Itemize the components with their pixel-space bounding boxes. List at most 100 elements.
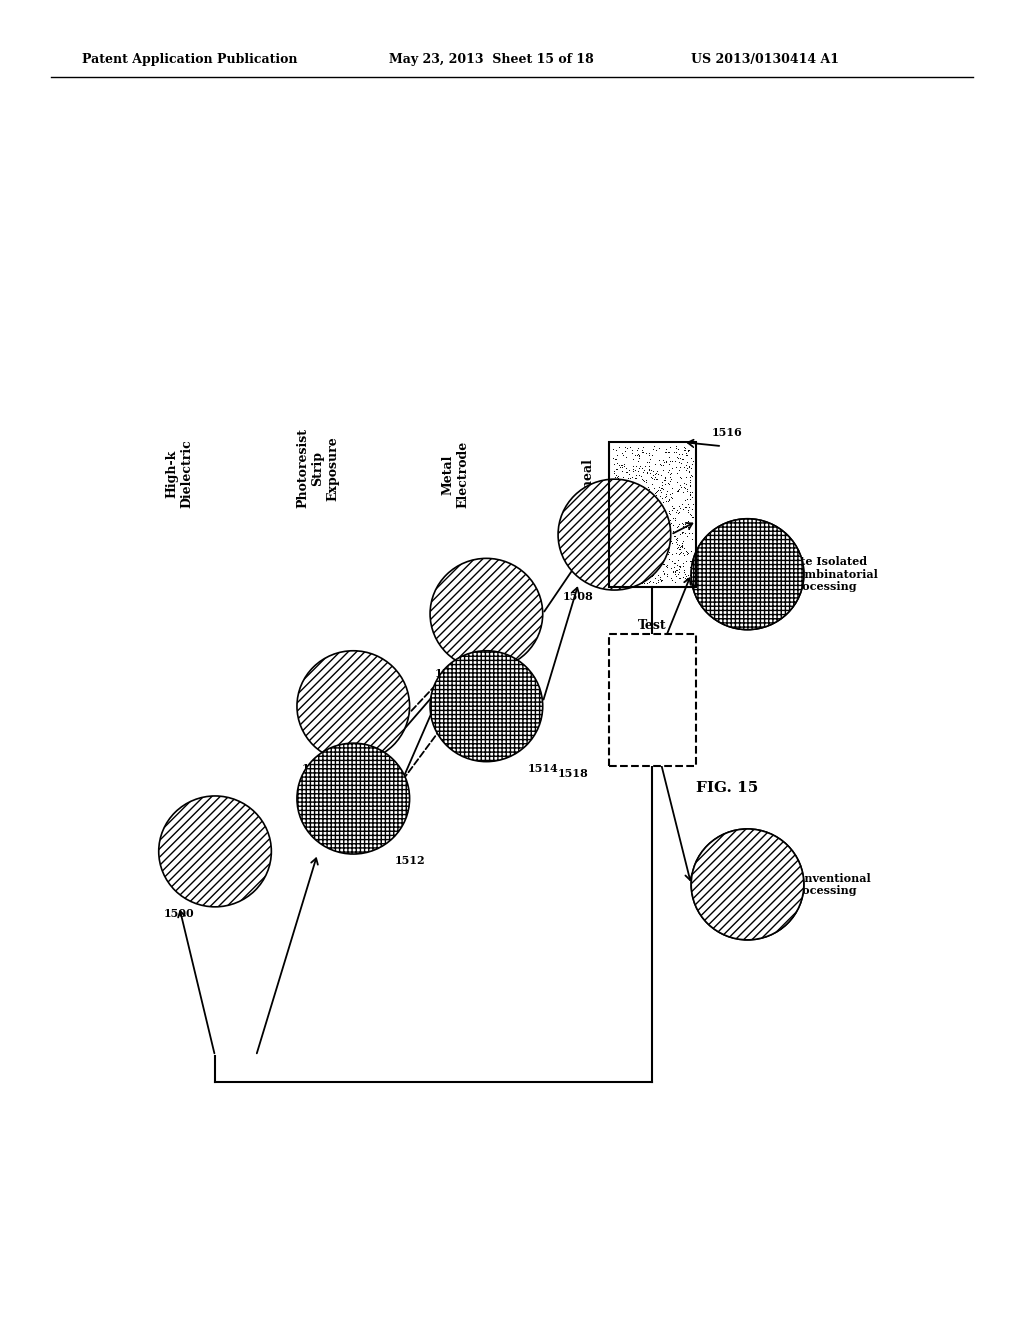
Point (673, 536, 689, 557)
Point (681, 461, 697, 482)
Ellipse shape (297, 743, 410, 854)
Point (674, 444, 690, 465)
Point (676, 537, 692, 558)
Point (636, 556, 652, 577)
Point (607, 556, 624, 577)
Point (616, 564, 633, 585)
Point (635, 491, 651, 512)
Point (670, 537, 686, 558)
Point (629, 515, 645, 536)
Point (628, 513, 644, 535)
Point (666, 557, 682, 578)
Point (636, 494, 652, 515)
Point (681, 461, 697, 482)
Point (646, 548, 663, 569)
Point (625, 449, 641, 470)
Point (646, 568, 663, 589)
Point (651, 503, 668, 524)
Point (622, 540, 638, 561)
Point (680, 516, 696, 537)
Point (658, 520, 675, 541)
Point (654, 479, 671, 500)
Point (636, 515, 652, 536)
Point (658, 483, 675, 504)
Point (641, 445, 657, 466)
Point (684, 487, 700, 508)
Point (605, 438, 622, 459)
Point (684, 507, 700, 528)
Point (680, 440, 696, 461)
Point (608, 570, 625, 591)
Ellipse shape (430, 651, 543, 762)
Text: 1518: 1518 (558, 768, 589, 779)
Point (647, 469, 664, 490)
Point (684, 482, 700, 503)
Point (642, 499, 658, 520)
Point (641, 527, 657, 548)
Point (667, 562, 683, 583)
Point (670, 479, 686, 500)
Point (631, 511, 647, 532)
Point (621, 544, 637, 565)
Point (627, 550, 643, 572)
Point (630, 444, 646, 465)
Point (642, 449, 658, 470)
Point (678, 569, 694, 590)
Point (630, 495, 646, 516)
Point (639, 451, 655, 473)
Point (667, 560, 683, 581)
Point (641, 529, 657, 550)
Point (677, 521, 693, 543)
Point (685, 506, 701, 527)
Point (677, 455, 693, 477)
Point (637, 554, 653, 576)
Point (621, 467, 637, 488)
Point (615, 503, 632, 524)
Point (681, 550, 697, 572)
Point (613, 564, 630, 585)
Point (677, 568, 693, 589)
Point (613, 457, 630, 478)
Point (616, 500, 633, 521)
Point (664, 512, 680, 533)
Point (610, 545, 627, 566)
Point (679, 445, 695, 466)
Point (632, 477, 648, 498)
Point (633, 478, 649, 499)
Point (681, 455, 697, 477)
Point (645, 461, 662, 482)
Point (641, 502, 657, 523)
Point (624, 539, 640, 560)
Point (653, 533, 670, 554)
Point (627, 554, 643, 576)
Point (679, 544, 695, 565)
Point (609, 500, 626, 521)
Point (606, 466, 623, 487)
Point (660, 532, 677, 553)
Point (652, 569, 669, 590)
Point (655, 454, 672, 475)
Point (635, 496, 651, 517)
Point (608, 471, 625, 492)
Point (683, 447, 699, 469)
Text: 1514: 1514 (527, 763, 558, 774)
Point (662, 504, 678, 525)
Point (617, 560, 634, 581)
Point (651, 479, 668, 500)
Point (607, 482, 624, 503)
Point (670, 480, 686, 502)
Point (630, 450, 646, 471)
Point (668, 502, 684, 523)
Point (675, 566, 691, 587)
Ellipse shape (297, 651, 410, 762)
Point (627, 467, 643, 488)
Point (623, 477, 639, 498)
Point (668, 436, 684, 457)
Text: 1516: 1516 (712, 428, 742, 438)
Point (612, 484, 629, 506)
Point (674, 532, 690, 553)
Point (641, 459, 657, 480)
Point (625, 487, 641, 508)
Point (657, 543, 674, 564)
Point (634, 440, 650, 461)
